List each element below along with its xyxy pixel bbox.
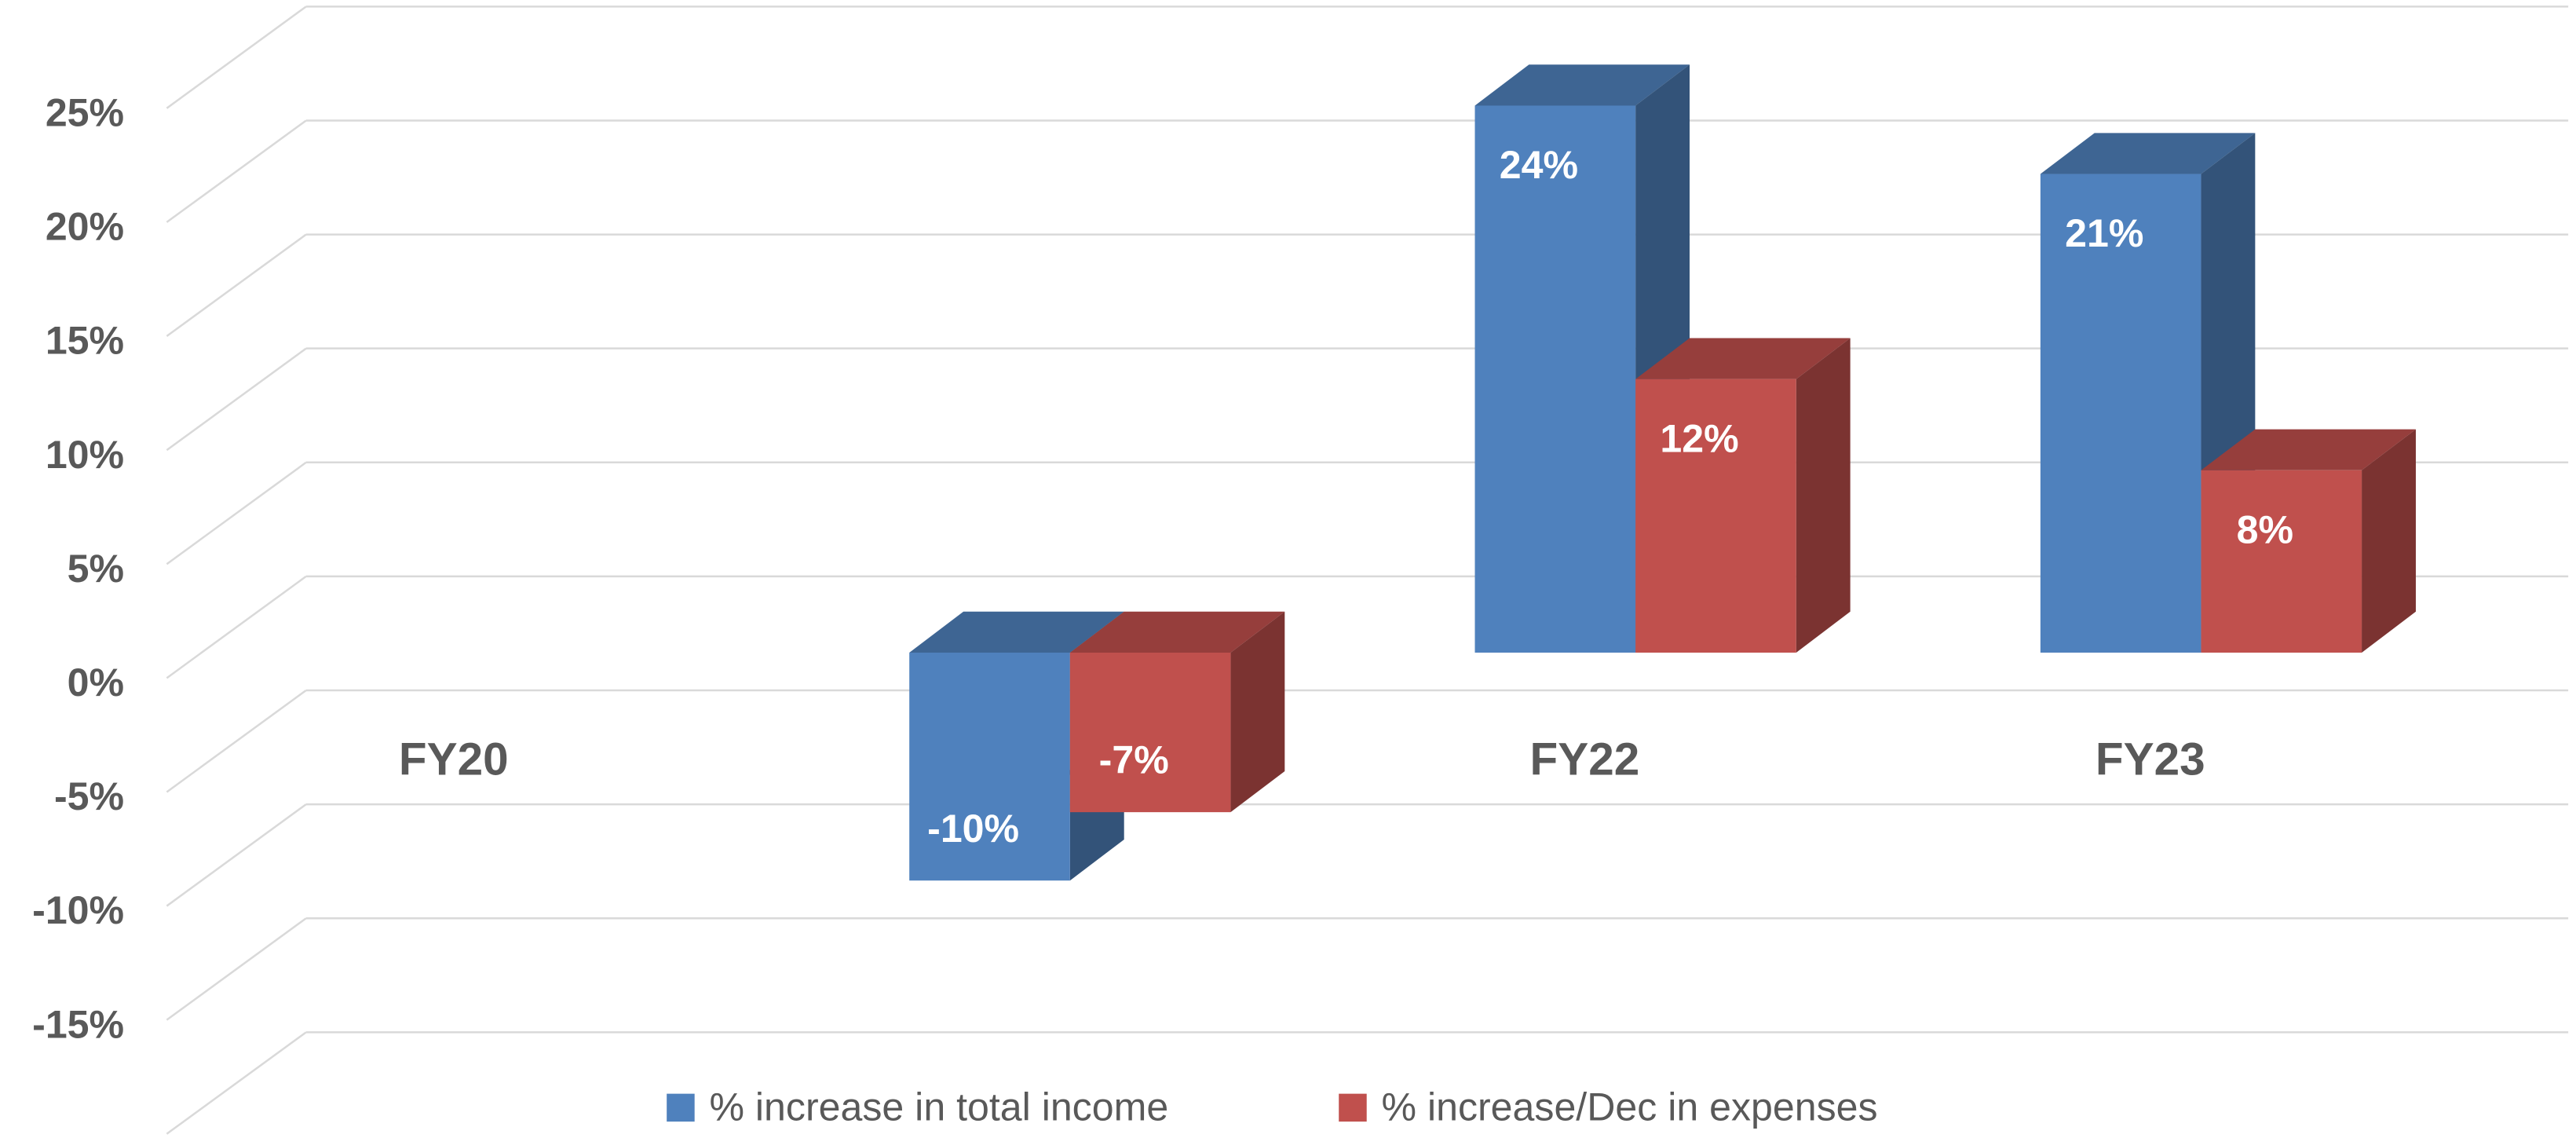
bar-side bbox=[1796, 338, 1851, 653]
grid-line bbox=[166, 119, 307, 223]
data-label: 21% bbox=[2065, 211, 2143, 255]
grid-line bbox=[166, 1031, 307, 1135]
x-tick-label: FY22 bbox=[1530, 734, 1640, 785]
grid-line bbox=[166, 803, 307, 907]
grid-line bbox=[166, 461, 307, 565]
grid-line bbox=[166, 689, 307, 793]
grid-line bbox=[166, 917, 307, 1021]
bar-front bbox=[909, 652, 1070, 881]
y-tick-label: 0% bbox=[68, 660, 124, 704]
x-tick-label: FY20 bbox=[399, 734, 509, 785]
bar-top bbox=[1474, 64, 1690, 106]
y-tick-label: 15% bbox=[46, 319, 124, 363]
bar-top bbox=[1069, 611, 1285, 653]
x-tick-label: FY23 bbox=[2096, 734, 2205, 785]
bar-top bbox=[909, 611, 1124, 653]
y-tick-label: 10% bbox=[46, 433, 124, 477]
bar bbox=[1069, 611, 1285, 813]
bar bbox=[1635, 338, 1851, 653]
data-label: 8% bbox=[2237, 507, 2293, 551]
y-tick-label: 5% bbox=[68, 547, 124, 591]
bar-front bbox=[1069, 652, 1231, 813]
grid-line bbox=[166, 5, 307, 109]
legend-label: % increase/Dec in expenses bbox=[1382, 1085, 1878, 1129]
data-label: 12% bbox=[1660, 416, 1738, 460]
bar-top bbox=[2040, 133, 2256, 174]
grid-line bbox=[166, 575, 307, 679]
data-label: -10% bbox=[927, 807, 1019, 851]
y-tick-label: 25% bbox=[46, 90, 124, 134]
bar-side bbox=[1230, 611, 1285, 813]
y-tick-label: 20% bbox=[46, 205, 124, 249]
legend-swatch bbox=[667, 1093, 695, 1122]
grid-line bbox=[166, 347, 307, 452]
y-tick-label: -10% bbox=[32, 888, 124, 932]
y-tick-label: -15% bbox=[32, 1002, 124, 1046]
grid-line bbox=[166, 233, 307, 338]
bar-front bbox=[2040, 174, 2201, 653]
bar-front bbox=[1474, 105, 1636, 653]
legend-swatch bbox=[1339, 1093, 1367, 1122]
bar-top bbox=[2201, 429, 2416, 470]
bar-front bbox=[1635, 379, 1796, 653]
bar-top bbox=[1635, 338, 1851, 379]
bar-side bbox=[2362, 429, 2416, 653]
y-tick-label: -5% bbox=[54, 774, 124, 818]
legend-label: % increase in total income bbox=[709, 1085, 1168, 1129]
bar bbox=[2201, 429, 2416, 653]
bar-front bbox=[2201, 470, 2362, 653]
data-label: 24% bbox=[1500, 143, 1578, 187]
data-label: -7% bbox=[1099, 738, 1169, 782]
